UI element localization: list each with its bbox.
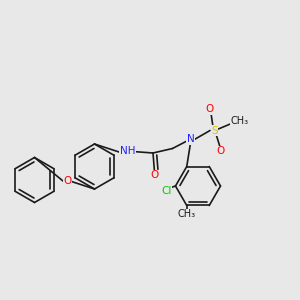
Text: O: O	[63, 176, 72, 187]
Text: O: O	[216, 146, 225, 157]
Text: O: O	[205, 104, 214, 115]
Text: O: O	[150, 170, 159, 181]
Text: CH₃: CH₃	[178, 209, 196, 220]
Text: N: N	[187, 134, 194, 145]
Text: NH: NH	[120, 146, 135, 157]
Text: S: S	[211, 125, 218, 136]
Text: Cl: Cl	[161, 185, 172, 196]
Text: CH₃: CH₃	[231, 116, 249, 127]
